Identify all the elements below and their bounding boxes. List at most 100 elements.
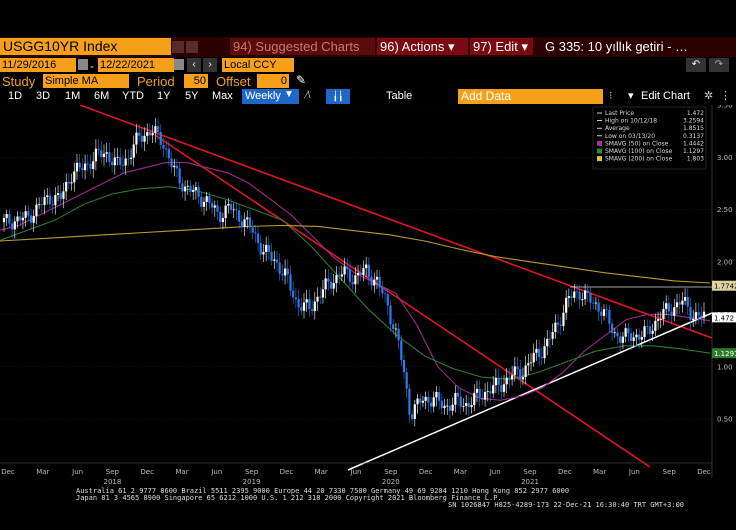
range-6m[interactable]: 6M [94,90,110,102]
candle-body [592,302,595,304]
study-type-select[interactable]: Simple MA [43,74,129,88]
candle-body [694,312,697,319]
edit-button[interactable]: 97) Edit ▾ [470,38,533,55]
candle-body [86,163,89,165]
range-1d[interactable]: 1D [8,90,23,102]
footer-line-1: Australia 61 2 9777 8600 Brazil 5511 239… [76,487,570,495]
chevron-down-icon[interactable]: ▾ [628,90,634,102]
candle-body [59,193,62,200]
candle-body [48,195,52,205]
range-ytd[interactable]: YTD [122,90,144,102]
candle-body [681,300,684,305]
candle-body [194,186,197,191]
candle-body [483,392,487,400]
candle-body [324,278,327,290]
candle-body [535,348,538,353]
candle-body [227,203,230,206]
y-tick-label: 1.00 [717,363,733,371]
candle-body [208,196,211,203]
add-data-input[interactable]: Add Data [458,89,603,104]
candle-body [656,319,660,321]
ticker-up-icon[interactable] [186,41,198,53]
calendar-icon[interactable] [174,59,184,70]
candle-body [162,144,165,149]
candle-body [432,397,435,407]
pencil-icon[interactable]: ✎ [296,73,307,87]
candle-body [613,332,616,334]
candle-body [348,269,352,282]
candle-body [292,290,295,298]
range-1m[interactable]: 1M [65,90,81,102]
range-5y[interactable]: 5Y [185,90,199,102]
table-button[interactable]: Table [386,90,413,102]
candle-body [278,262,281,274]
candle-body [94,148,97,162]
ticker-field[interactable]: USGG10YR Index [0,38,171,55]
candle-body [419,398,422,403]
candle-body [381,287,384,294]
chevron-down-icon: ▾ [521,39,528,54]
candle-body [89,163,92,169]
suggested-charts-button[interactable]: 94) Suggested Charts [230,38,375,55]
undo-icon[interactable]: ↶ [686,58,706,72]
candle-body [413,404,416,419]
candle-body [181,183,184,192]
candle-body [189,185,192,192]
actions-button[interactable]: 96) Actions ▾ [377,38,468,55]
candle-body [205,196,208,202]
candle-body [327,278,330,282]
line-chart-icon[interactable]: ⁄\ [306,90,311,101]
candle-body [597,302,600,312]
period-input[interactable]: 50 [184,74,208,88]
start-date-field[interactable]: 11/29/2016 [0,58,76,72]
candle-body [5,213,8,219]
candle-body [224,205,227,219]
edit-chart-button[interactable]: Edit Chart [641,90,690,102]
candle-body [121,164,125,166]
candle-body [486,391,489,393]
legend-value: 1.4442 [683,140,704,147]
candle-body [113,157,116,166]
offset-input[interactable]: 0 [257,74,289,88]
candle-body [251,227,254,233]
candle-body [646,326,649,327]
range-1y[interactable]: 1Y [157,90,171,102]
candle-body [386,294,389,306]
legend-value: 1.472 [687,110,704,117]
currency-select[interactable]: Local CCY [222,58,294,72]
x-tick-label: Dec [1,468,15,476]
candle-body [456,392,460,397]
candle-body [511,375,514,380]
candle-body [262,252,265,255]
chevron-down-icon: ▼ [284,89,294,100]
candle-body [540,357,543,359]
candle-body [367,264,370,277]
end-date-field[interactable]: 12/22/2021 [98,58,174,72]
drag-handle-icon[interactable]: ⁝ [609,90,613,102]
ticker-down-icon[interactable] [172,41,184,53]
more-icon[interactable]: ⋮ [720,90,731,102]
moving-average-line [0,224,711,284]
candle-body [697,312,700,316]
range-3d[interactable]: 3D [36,90,51,102]
y-tick-label: 3.50 [717,105,733,110]
redo-icon[interactable]: ↷ [709,58,729,72]
calendar-icon[interactable] [78,59,88,70]
candle-body [246,217,249,220]
range-max[interactable]: Max [212,90,233,102]
price-chart[interactable]: 3.503.002.502.001.501.000.50 DecMarJunSe… [0,105,736,515]
x-tick-label: Jun [210,468,222,476]
candle-body [297,299,300,308]
candle-body [551,332,554,339]
candlestick-icon[interactable]: ╽╽ [326,89,350,104]
x-tick-label: Dec [419,468,433,476]
candle-body [200,196,203,207]
candle-body [492,385,495,394]
prev-period-button[interactable]: ‹ [187,58,201,72]
candle-body [513,366,516,376]
candle-body [265,244,268,253]
settings-icon[interactable]: ✲ [704,90,714,102]
frequency-select[interactable]: Weekly [242,89,299,104]
next-period-button[interactable]: › [203,58,217,72]
y-axis: 3.503.002.502.001.501.000.50 [711,105,733,477]
